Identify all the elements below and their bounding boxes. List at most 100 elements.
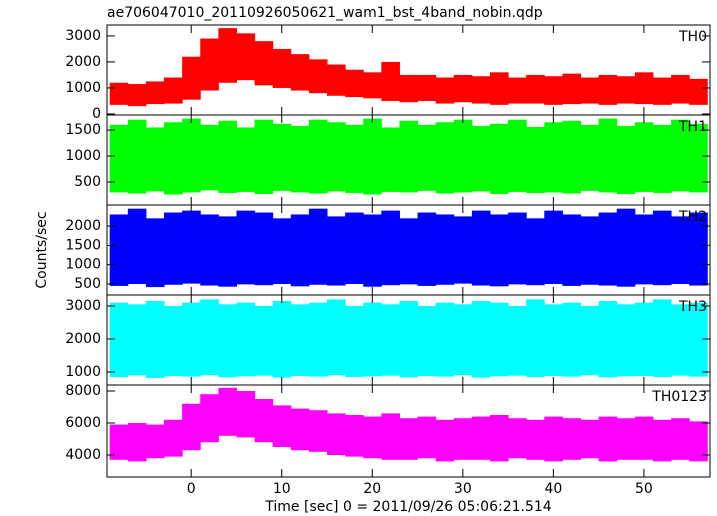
- range-bar: [616, 76, 636, 104]
- range-bar: [489, 415, 509, 462]
- range-bar: [218, 216, 237, 287]
- range-bar: [109, 124, 129, 193]
- range-bar: [508, 119, 527, 192]
- range-bar: [453, 119, 473, 193]
- range-bar: [435, 419, 455, 462]
- range-bar: [598, 74, 618, 105]
- range-bar: [652, 419, 672, 462]
- range-bar: [689, 78, 708, 105]
- range-bar: [236, 302, 256, 377]
- range-bar: [236, 127, 256, 192]
- range-bar: [345, 212, 364, 284]
- y-tick-label: 0: [92, 106, 101, 122]
- range-bar: [417, 124, 437, 191]
- range-bar: [345, 415, 364, 457]
- range-bar: [254, 41, 274, 86]
- range-bar: [671, 74, 690, 104]
- range-bar: [689, 421, 708, 462]
- x-tick-label: 50: [635, 481, 653, 497]
- range-bar: [272, 405, 292, 447]
- range-bar: [381, 127, 400, 192]
- range-bar: [689, 123, 708, 193]
- y-tick-label: 1000: [65, 148, 101, 164]
- range-bar: [616, 304, 636, 377]
- range-bar: [363, 214, 382, 287]
- range-bar: [218, 387, 237, 436]
- range-bar: [562, 120, 582, 194]
- range-bar: [598, 118, 618, 193]
- range-bar: [616, 418, 636, 460]
- range-bar: [453, 74, 473, 103]
- range-bar: [598, 301, 618, 378]
- range-bar: [254, 212, 274, 286]
- y-tick-label: 8000: [65, 383, 101, 399]
- range-bar: [182, 210, 201, 284]
- range-bar: [363, 416, 382, 459]
- range-bar: [290, 408, 310, 451]
- range-bar: [417, 416, 437, 459]
- range-bar: [290, 304, 310, 376]
- range-bar: [290, 125, 310, 193]
- range-bar: [580, 77, 600, 104]
- range-bar: [254, 399, 274, 443]
- range-bar: [544, 210, 563, 284]
- range-bar: [127, 208, 147, 284]
- y-tick-label: 2000: [65, 218, 101, 234]
- range-bar: [145, 218, 165, 288]
- range-bar: [308, 410, 328, 452]
- range-bar: [381, 413, 400, 460]
- range-bar: [489, 72, 509, 105]
- range-bar: [616, 208, 636, 287]
- range-bar: [363, 302, 382, 377]
- range-bar: [236, 210, 256, 285]
- x-tick-label: 10: [273, 481, 291, 497]
- range-bar: [634, 302, 654, 376]
- range-bar: [580, 216, 600, 285]
- range-bar: [308, 119, 328, 194]
- y-tick-label: 2000: [65, 54, 101, 70]
- range-bar: [471, 210, 491, 286]
- range-bar: [471, 125, 491, 192]
- range-bar: [580, 419, 600, 459]
- range-bar: [471, 301, 491, 378]
- x-tick-label: 20: [363, 481, 381, 497]
- range-bar: [689, 302, 708, 377]
- range-bar: [164, 212, 183, 285]
- range-bar: [634, 72, 654, 105]
- range-bar: [598, 416, 618, 462]
- range-bar: [272, 123, 292, 191]
- range-bar: [218, 304, 237, 378]
- y-tick-label: 6000: [65, 415, 101, 431]
- range-bar: [182, 118, 201, 193]
- range-bar: [272, 301, 292, 378]
- range-bar: [290, 54, 310, 91]
- range-bar: [471, 76, 491, 104]
- range-bar: [164, 305, 183, 376]
- y-tick-label: 500: [74, 174, 101, 190]
- range-bar: [544, 122, 563, 193]
- range-bar: [399, 218, 419, 285]
- range-bar: [200, 124, 219, 191]
- range-bar: [562, 214, 582, 286]
- y-tick-label: 1500: [65, 237, 101, 253]
- range-bar: [182, 302, 201, 377]
- range-bar: [616, 125, 636, 194]
- range-bar: [526, 126, 545, 193]
- x-tick-label: 30: [454, 481, 472, 497]
- range-bar: [671, 418, 690, 460]
- range-bar: [526, 299, 545, 377]
- range-bar: [453, 304, 473, 376]
- range-bar: [598, 212, 618, 286]
- y-tick-label: 2000: [65, 331, 101, 347]
- range-bar: [453, 418, 473, 460]
- range-bar: [345, 305, 364, 377]
- range-bar: [399, 301, 419, 378]
- range-bar: [290, 214, 310, 287]
- y-axis-label: Counts/sec: [34, 211, 50, 288]
- panel-label: TH2: [678, 209, 707, 225]
- range-bar: [526, 74, 545, 104]
- range-bar: [145, 81, 165, 105]
- range-bar: [381, 304, 400, 376]
- range-bar: [634, 416, 654, 460]
